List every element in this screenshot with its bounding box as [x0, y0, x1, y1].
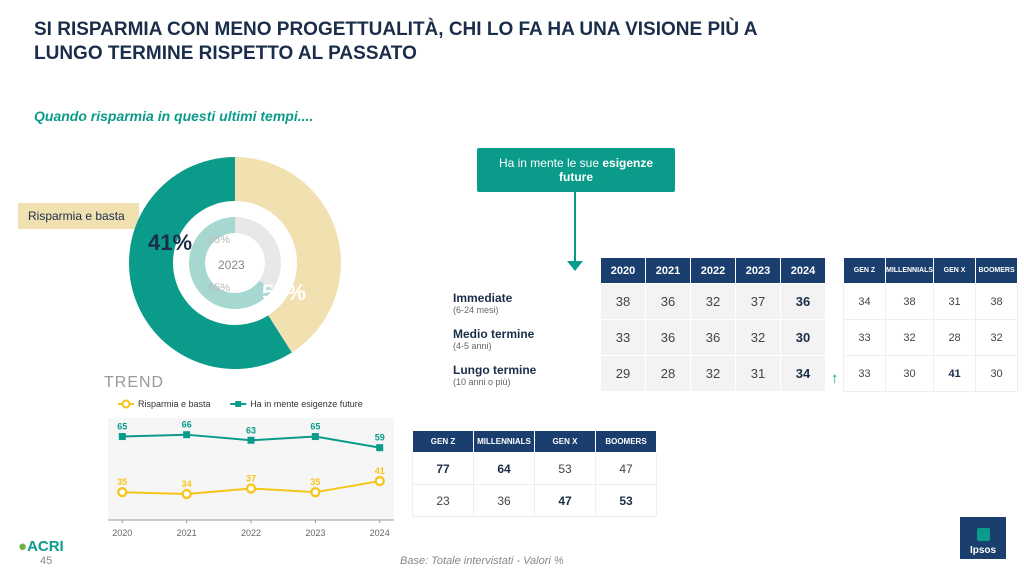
svg-text:2021: 2021 [177, 528, 197, 538]
footer-base: Base: Totale intervistati - Valori % [400, 555, 564, 567]
svg-text:2024: 2024 [370, 528, 390, 538]
donut-inner-pct-b: 65% [208, 282, 230, 294]
donut-pct-b: 59% [262, 280, 306, 306]
svg-text:2022: 2022 [241, 528, 261, 538]
svg-text:66: 66 [182, 420, 192, 430]
svg-text:41: 41 [375, 466, 385, 476]
logo-acri: ●ACRI [18, 538, 64, 555]
svg-text:63: 63 [246, 425, 256, 435]
logo-dot: ● [18, 538, 27, 555]
page-number: 45 [40, 555, 52, 567]
donut-center-year: 2023 [218, 258, 245, 272]
title-line2: LUNGO TERMINE RISPETTO AL PASSATO [34, 43, 417, 64]
svg-text:35: 35 [117, 477, 127, 487]
page-title: SI RISPARMIA CON MENO PROGETTUALITÀ, CHI… [34, 18, 757, 66]
gen-table-2: GEN ZMILLENNIALSGEN XBOOMERS776453472336… [412, 430, 657, 517]
trend-chart: Risparmia e basta Ha in mente esigenze fu… [94, 392, 404, 542]
svg-text:65: 65 [310, 422, 320, 432]
year-table: 2020202120222023202438363237363336363230… [600, 257, 826, 392]
subtitle: Quando risparmia in questi ultimi tempi.… [34, 108, 313, 124]
ipsos-square-icon [977, 528, 990, 541]
up-arrow-icon: ↑ [831, 370, 839, 387]
callout-text: Ha in mente le sue esigenze future [499, 156, 653, 184]
trend-title: TREND [104, 374, 164, 392]
title-line1: SI RISPARMIA CON MENO PROGETTUALITÀ, CHI… [34, 19, 757, 40]
svg-text:2023: 2023 [305, 528, 325, 538]
donut-pct-a: 41% [148, 230, 192, 256]
svg-text:65: 65 [117, 422, 127, 432]
callout-box: Ha in mente le sue esigenze future [477, 148, 675, 192]
svg-text:Ha in mente esigenze future: Ha in mente esigenze future [250, 399, 363, 409]
svg-text:35: 35 [310, 477, 320, 487]
gen-table-1: GEN ZMILLENNIALSGEN XBOOMERS343831383332… [843, 257, 1018, 392]
svg-text:Risparmia e basta: Risparmia e basta [138, 399, 211, 409]
arrow-down-icon [574, 188, 576, 262]
logo-acri-text: ACRI [27, 538, 64, 555]
row-labels: Immediate(6-24 mesi)Medio termine(4-5 an… [453, 285, 598, 393]
svg-text:59: 59 [375, 433, 385, 443]
svg-text:2020: 2020 [112, 528, 132, 538]
logo-ipsos: Ipsos [960, 517, 1006, 559]
svg-text:34: 34 [182, 479, 192, 489]
svg-text:37: 37 [246, 473, 256, 483]
donut-inner-pct-a: 35% [208, 234, 230, 246]
logo-ipsos-text: Ipsos [970, 545, 996, 556]
